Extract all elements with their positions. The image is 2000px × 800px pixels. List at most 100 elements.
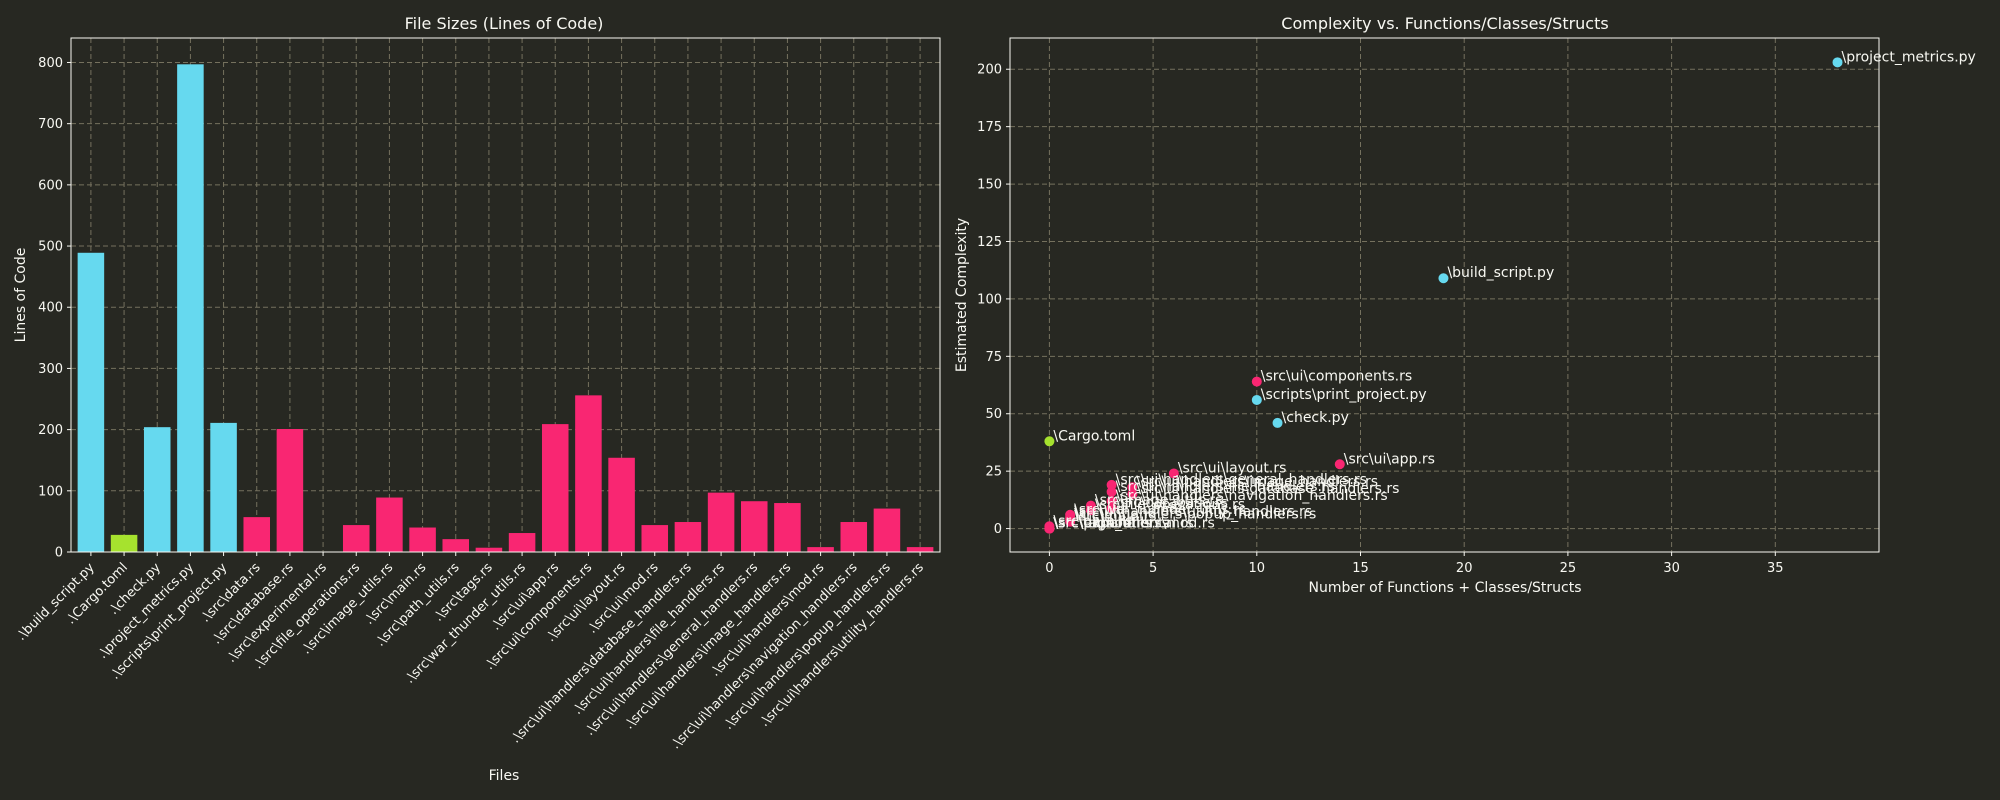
scatter-chart-x-ticks: 0 5 10 15 20 25 30 35 (1045, 552, 1784, 576)
scatter-point-label: \src\database.rs (1116, 495, 1228, 511)
bar (143, 427, 171, 552)
bar (342, 525, 370, 552)
bar-chart-y-tick-label: 0 (55, 546, 63, 561)
scatter-chart-x-tick-label: 35 (1767, 561, 1784, 576)
bar (409, 527, 436, 552)
scatter-point-label: \src\data.rs (1053, 513, 1132, 529)
scatter-point-label: \build_script.py (1447, 265, 1554, 281)
scatter-point-label: \src\experimental.rs (1053, 516, 1193, 532)
scatter-chart-x-tick-label: 30 (1663, 561, 1680, 576)
scatter-point (1085, 505, 1096, 516)
scatter-chart-y-tick-label: 200 (977, 63, 1002, 78)
scatter-point (1106, 479, 1117, 490)
scatter-chart-x-tick-label: 0 (1045, 561, 1053, 576)
scatter-point-label: \src\file_operations.rs (1095, 497, 1245, 513)
bar-chart-y-tick-label: 700 (38, 117, 63, 132)
bar (740, 501, 768, 552)
scatter-point-label: \src\tags.rs (1053, 516, 1131, 532)
scatter-chart-x-axis-label: Number of Functions + Classes/Structs (1308, 580, 1581, 596)
bar-chart-y-tick-label: 300 (38, 362, 63, 377)
scatter-point (1272, 417, 1283, 428)
scatter-point-label: \src\war_thunder_utils.rs (1074, 502, 1246, 518)
scatter-chart-y-tick-label: 100 (977, 292, 1002, 307)
scatter-point (1044, 523, 1055, 534)
scatter-chart-y-tick-label: 125 (977, 235, 1002, 250)
scatter-point (1065, 516, 1076, 527)
scatter-point-label: \src\ui\handlers\navigation_handlers.rs (1116, 488, 1388, 504)
scatter-point (1438, 273, 1449, 284)
scatter-point (1106, 496, 1117, 507)
scatter-chart-y-tick-label: 75 (985, 350, 1002, 365)
bar-chart-bars (77, 64, 934, 553)
scatter-chart: Complexity vs. Functions/Classes/Structs… (954, 14, 1976, 596)
scatter-point-label: \src\ui\handlers\general_handlers.rs (1116, 472, 1367, 488)
scatter-point (1044, 436, 1055, 447)
bar (840, 522, 868, 552)
scatter-point-label: \src\ui\handlers\utility_handlers.rs (1074, 504, 1312, 520)
scatter-point-label: \src\ui\components.rs (1261, 369, 1412, 385)
scatter-point-label: \src\ui\handlers\popup_handlers.rs (1074, 506, 1316, 522)
scatter-chart-x-tick-label: 15 (1352, 561, 1369, 576)
scatter-point-label: \Cargo.toml (1053, 428, 1135, 444)
scatter-point-label: \src\ui\handlers\file_handlers.rs (1116, 479, 1335, 495)
scatter-point-label: \src\ui\handlers\mod.rs (1053, 516, 1214, 532)
scatter-chart-point-labels: \project_metrics.py \build_script.py \src\… (1053, 49, 1975, 531)
bar (873, 508, 901, 552)
bar (674, 522, 702, 552)
bar-chart-x-axis-label: Files (489, 768, 520, 784)
bar (774, 503, 801, 552)
scatter-point-label: \src\ui\app.rs (1344, 451, 1435, 467)
scatter-chart-y-tick-label: 150 (977, 178, 1002, 193)
scatter-point-label: \src\main.rs (1074, 509, 1156, 525)
scatter-point (1334, 459, 1345, 470)
scatter-point-label: \check.py (1282, 410, 1349, 426)
scatter-chart-frame (1009, 37, 1880, 553)
bar-chart-title: File Sizes (Lines of Code) (405, 14, 604, 33)
bar (906, 547, 934, 552)
bar-chart-y-ticks: 0 100 200 300 400 500 600 700 800 (38, 56, 71, 561)
scatter-point-label: \src\ui\handlers\image_handlers.rs (1136, 474, 1378, 490)
scatter-point-label: \src\path_utils.rs (1053, 516, 1169, 532)
bar (177, 64, 204, 553)
bar-chart-y-tick-label: 500 (38, 240, 63, 255)
scatter-point (1168, 468, 1179, 479)
scatter-chart-grid (1010, 38, 1879, 552)
bar-chart-y-tick-label: 600 (38, 178, 63, 193)
bar (442, 539, 470, 552)
bar-chart-y-tick-label: 100 (38, 484, 63, 499)
bar (575, 395, 602, 552)
bar (707, 492, 735, 552)
scatter-point (1106, 486, 1117, 497)
bar (110, 534, 138, 552)
scatter-chart-y-ticks: 0 25 50 75 100 125 150 175 200 (977, 63, 1010, 537)
bar (243, 517, 271, 552)
bar (475, 547, 503, 552)
scatter-chart-points (1044, 57, 1843, 534)
scatter-point (1251, 376, 1262, 387)
bar (276, 429, 304, 552)
scatter-point-label: \src\ui\handlers\database_handlers.rs (1136, 481, 1399, 497)
bar-chart-frame (70, 37, 941, 553)
bar-chart-y-axis-label: Lines of Code (13, 248, 29, 343)
scatter-point-label: \src\image_utils.rs (1095, 493, 1222, 509)
scatter-chart-x-tick-label: 25 (1560, 561, 1577, 576)
scatter-chart-title: Complexity vs. Functions/Classes/Structs (1281, 14, 1608, 33)
bar (77, 252, 105, 552)
scatter-point (1251, 394, 1262, 405)
bar (608, 457, 635, 552)
scatter-chart-y-tick-label: 25 (985, 465, 1002, 480)
scatter-point (1127, 482, 1138, 493)
scatter-point-label: \src\ui\mod.rs (1053, 516, 1149, 532)
scatter-chart-y-tick-label: 50 (985, 407, 1002, 422)
scatter-chart-y-axis-label: Estimated Complexity (954, 218, 970, 372)
bar-chart-y-tick-label: 800 (38, 56, 63, 71)
scatter-point (1127, 489, 1138, 500)
bar (541, 424, 569, 552)
bar-chart-y-tick-label: 400 (38, 301, 63, 316)
scatter-chart-x-tick-label: 5 (1149, 561, 1157, 576)
bar (641, 525, 669, 552)
scatter-chart-x-tick-label: 20 (1456, 561, 1473, 576)
scatter-chart-y-tick-label: 0 (994, 522, 1002, 537)
